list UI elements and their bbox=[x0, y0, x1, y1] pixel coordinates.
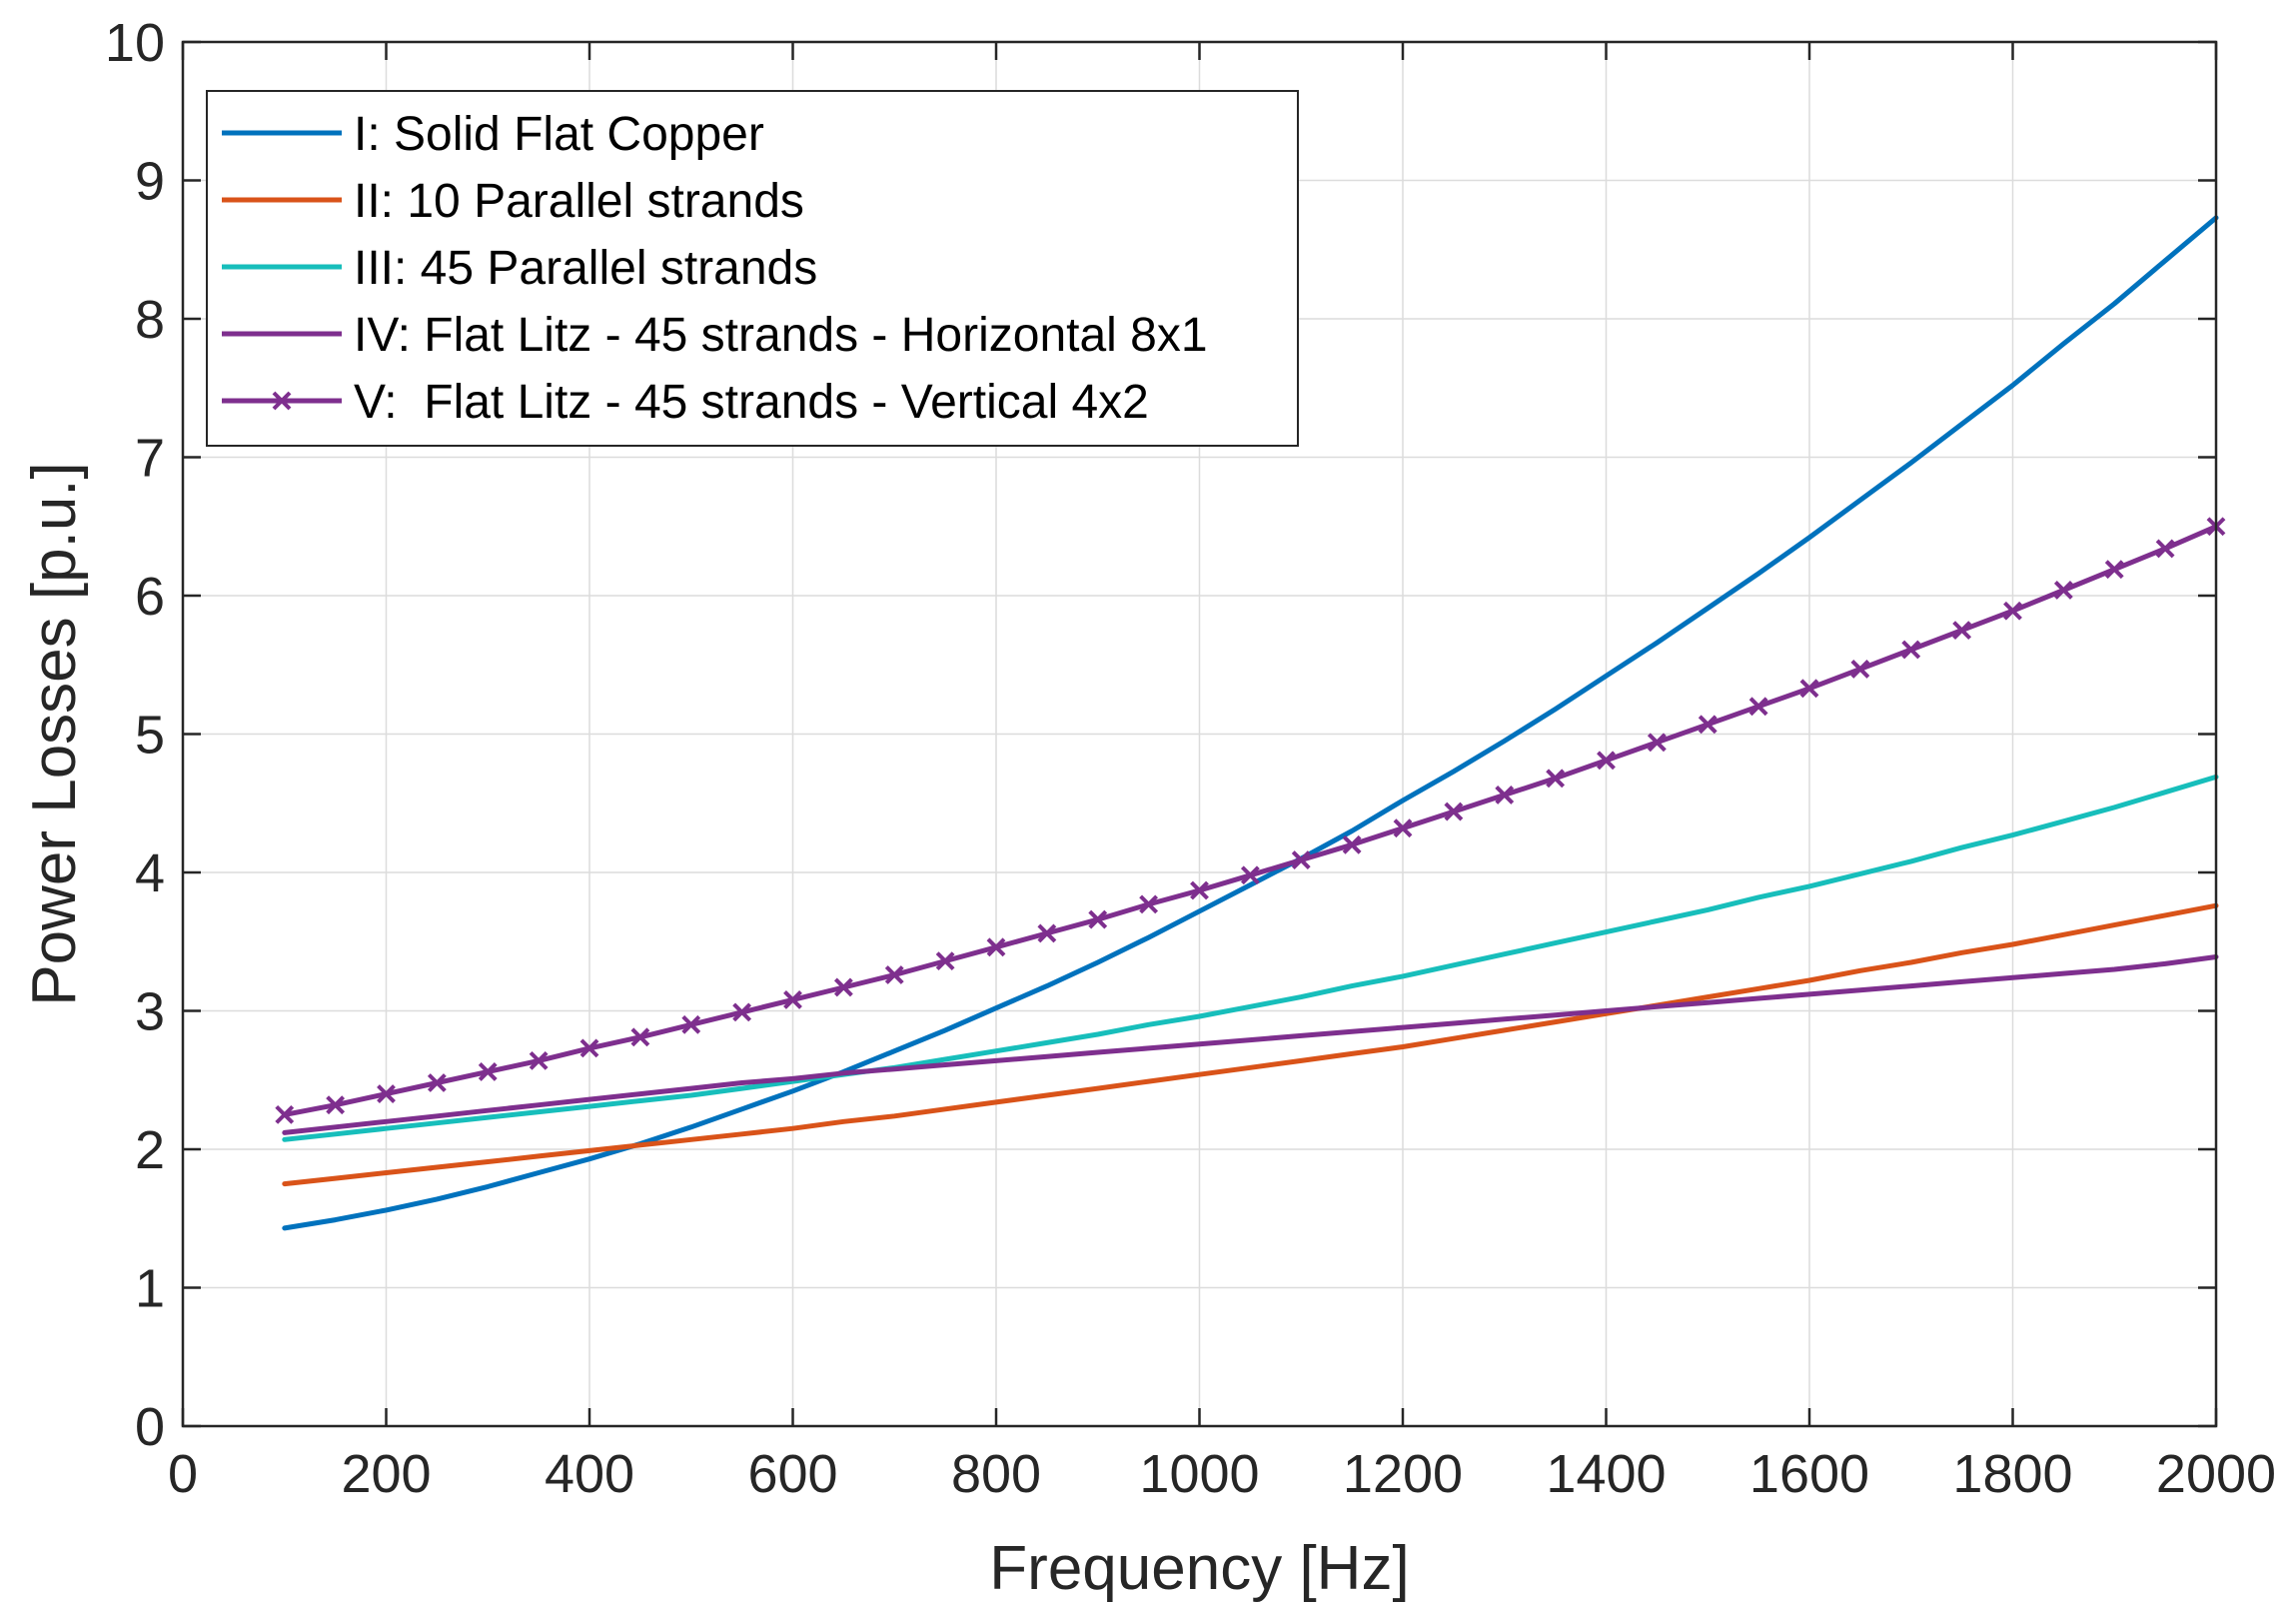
y-tick-label: 8 bbox=[135, 290, 165, 350]
x-tick-label: 1400 bbox=[1546, 1444, 1666, 1504]
data-point-marker bbox=[427, 1073, 447, 1092]
y-axis-label: Power Losses [p.u.] bbox=[20, 462, 89, 1006]
y-tick-label: 3 bbox=[135, 982, 165, 1042]
y-tick-label: 5 bbox=[135, 706, 165, 766]
data-point-marker bbox=[1088, 909, 1108, 929]
y-tick-label: 1 bbox=[135, 1259, 165, 1319]
data-point-marker bbox=[681, 1014, 701, 1034]
x-tick-label: 1200 bbox=[1343, 1444, 1463, 1504]
legend: I: Solid Flat Copper II: 10 Parallel stra… bbox=[206, 90, 1299, 447]
data-point-marker bbox=[833, 977, 853, 997]
y-tick-label: 7 bbox=[135, 429, 165, 489]
x-tick-label: 1000 bbox=[1139, 1444, 1259, 1504]
data-point-marker bbox=[732, 1002, 752, 1022]
series-1 bbox=[282, 215, 2219, 1231]
legend-label: III: 45 Parallel strands bbox=[354, 242, 817, 295]
series-line bbox=[282, 902, 2219, 1187]
series-5 bbox=[275, 517, 2226, 1124]
series-line bbox=[282, 954, 2219, 1135]
data-point-marker bbox=[579, 1038, 599, 1058]
y-tick-label: 6 bbox=[135, 567, 165, 627]
legend-label: II: 10 Parallel strands bbox=[354, 175, 804, 228]
data-point-marker bbox=[783, 990, 802, 1009]
data-point-marker bbox=[377, 1084, 396, 1104]
x-tick-label: 1600 bbox=[1749, 1444, 1869, 1504]
data-point-marker bbox=[1342, 834, 1362, 854]
data-point-marker bbox=[2104, 560, 2124, 580]
legend-item: V: Flat Litz - 45 strands - Vertical 4x2 bbox=[222, 376, 1149, 429]
data-point-marker bbox=[1698, 715, 1718, 735]
data-point-marker bbox=[1901, 640, 1921, 660]
legend-label: IV: Flat Litz - 45 strands - Horizontal … bbox=[354, 309, 1208, 362]
data-point-marker bbox=[1850, 659, 1870, 679]
data-point-marker bbox=[1597, 751, 1616, 771]
series-2 bbox=[282, 902, 2219, 1187]
series-line bbox=[282, 215, 2219, 1231]
data-point-marker bbox=[2003, 601, 2022, 621]
data-point-marker bbox=[2053, 581, 2073, 600]
data-point-marker bbox=[275, 1104, 295, 1124]
legend-item: I: Solid Flat Copper bbox=[222, 108, 764, 161]
series-4 bbox=[282, 954, 2219, 1135]
y-tick-label: 9 bbox=[135, 152, 165, 212]
data-point-marker bbox=[1952, 621, 1972, 641]
series-line bbox=[282, 774, 2219, 1142]
data-point-marker bbox=[935, 951, 955, 971]
data-point-marker bbox=[1393, 818, 1413, 838]
x-tick-label: 800 bbox=[951, 1444, 1041, 1504]
legend-marker bbox=[272, 391, 292, 411]
x-tick-label: 200 bbox=[341, 1444, 431, 1504]
data-point-marker bbox=[1190, 880, 1209, 900]
legend-item: IV: Flat Litz - 45 strands - Horizontal … bbox=[222, 309, 1208, 362]
y-tick-label: 0 bbox=[135, 1397, 165, 1457]
x-tick-label: 1800 bbox=[1952, 1444, 2072, 1504]
legend-label: I: Solid Flat Copper bbox=[354, 108, 764, 161]
axis-ticks: 0 200 400 600 800 1000 1200 1400 1600 1800 2000 0 1 2… bbox=[105, 13, 2276, 1504]
data-point-marker bbox=[1444, 802, 1464, 821]
y-tick-label: 4 bbox=[135, 843, 165, 903]
legend-item: III: 45 Parallel strands bbox=[222, 242, 817, 295]
data-point-marker bbox=[630, 1027, 650, 1047]
y-tick-label: 10 bbox=[105, 13, 165, 73]
data-point-marker bbox=[1546, 769, 1566, 789]
data-point-marker bbox=[1139, 894, 1159, 914]
data-point-marker bbox=[1037, 923, 1057, 943]
x-tick-label: 0 bbox=[168, 1444, 198, 1504]
legend-box bbox=[206, 90, 1299, 447]
series-layer bbox=[275, 215, 2226, 1231]
data-point-marker bbox=[1291, 850, 1311, 869]
y-tick-label: 2 bbox=[135, 1120, 165, 1180]
legend-label: V: Flat Litz - 45 strands - Vertical 4x2 bbox=[354, 376, 1149, 429]
data-point-marker bbox=[1495, 786, 1515, 805]
data-point-marker bbox=[529, 1050, 549, 1070]
data-point-marker bbox=[478, 1062, 498, 1081]
data-point-marker bbox=[986, 937, 1006, 957]
data-point-marker bbox=[1799, 679, 1819, 699]
data-point-marker bbox=[2155, 539, 2175, 559]
x-tick-label: 400 bbox=[545, 1444, 634, 1504]
data-point-marker bbox=[1647, 733, 1667, 753]
x-axis-label: Frequency [Hz] bbox=[989, 1534, 1409, 1603]
data-point-marker bbox=[1240, 865, 1260, 885]
legend-item: II: 10 Parallel strands bbox=[222, 175, 804, 228]
data-point-marker bbox=[884, 965, 904, 984]
data-point-marker bbox=[1748, 697, 1768, 717]
data-point-marker bbox=[326, 1095, 346, 1115]
x-tick-label: 600 bbox=[747, 1444, 837, 1504]
x-tick-label: 2000 bbox=[2156, 1444, 2276, 1504]
series-3 bbox=[282, 774, 2219, 1142]
